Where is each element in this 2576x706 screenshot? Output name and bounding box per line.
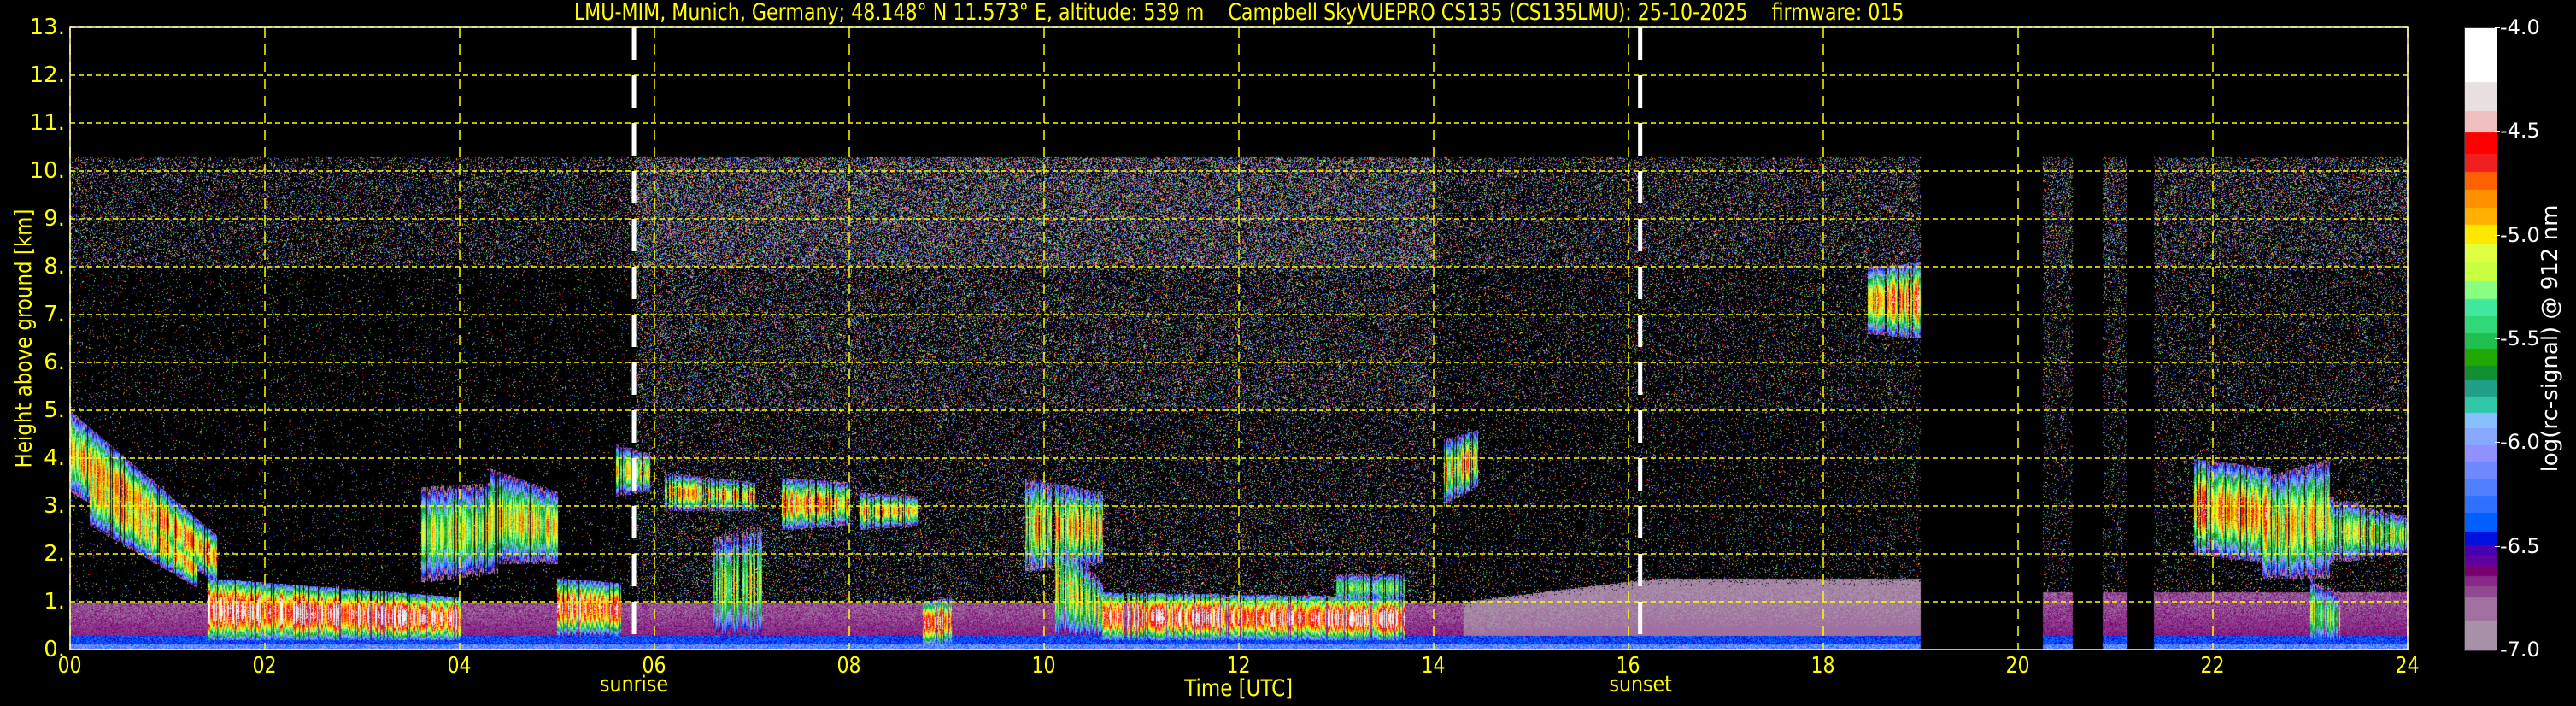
y-tick-label: 4.	[44, 445, 65, 471]
x-tick-label: 20	[2005, 653, 2031, 679]
y-tick-label: 5.	[44, 397, 65, 423]
colorbar-tick-label: -6.5	[2495, 533, 2540, 558]
colorbar-tick-label: -5.0	[2495, 222, 2540, 247]
y-tick-label: 1.	[44, 589, 65, 615]
sunrise-label: sunrise	[600, 672, 668, 697]
chart-title: LMU-MIM, Munich, Germany; 48.148° N 11.5…	[573, 0, 1904, 26]
y-tick-label: 7.	[44, 302, 65, 327]
sunset-label: sunset	[1609, 672, 1672, 697]
colorbar	[2464, 27, 2497, 651]
y-tick-label: 12.	[29, 62, 65, 88]
y-tick-label: 10.	[29, 158, 65, 184]
colorbar-tick-label: -7.0	[2495, 638, 2540, 662]
x-tick-label: 22	[2200, 653, 2226, 679]
plot-area	[69, 26, 2409, 650]
x-tick-label: 16	[1616, 653, 1641, 679]
y-tick-label: 2.	[44, 541, 65, 567]
y-tick-label: 6.	[44, 350, 65, 375]
colorbar-label: log(rc-signal) @ 912 nm	[2538, 204, 2563, 473]
x-tick-label: 24	[2395, 653, 2421, 679]
colorbar-tick-label: -4.5	[2495, 119, 2540, 144]
x-tick-label: 08	[836, 653, 862, 679]
y-tick-label: 13.	[29, 15, 65, 40]
colorbar-tick-label: -6.0	[2495, 430, 2540, 455]
colorbar-tick-label: -4.0	[2495, 15, 2540, 39]
x-tick-label: 14	[1421, 653, 1446, 679]
x-tick-label: 18	[1810, 653, 1836, 679]
grid-overlay	[69, 26, 2409, 650]
x-tick-label: 04	[447, 653, 472, 679]
y-tick-label: 3.	[44, 493, 65, 519]
x-tick-label: 12	[1226, 653, 1252, 679]
y-axis-label: Height above ground [km]	[10, 209, 38, 468]
colorbar-tick-label: -5.5	[2495, 327, 2540, 350]
x-axis-label: Time [UTC]	[1184, 675, 1294, 702]
y-tick-label: 8.	[44, 254, 65, 279]
x-tick-label: 02	[252, 653, 278, 679]
y-tick-label: 11.	[29, 110, 65, 136]
x-tick-label: 00	[57, 653, 83, 679]
y-tick-label: 9.	[44, 206, 65, 232]
y-tick-label: 0.	[44, 637, 65, 662]
x-tick-label: 06	[642, 653, 667, 679]
x-tick-label: 10	[1031, 653, 1057, 679]
plot-frame	[69, 26, 2409, 650]
